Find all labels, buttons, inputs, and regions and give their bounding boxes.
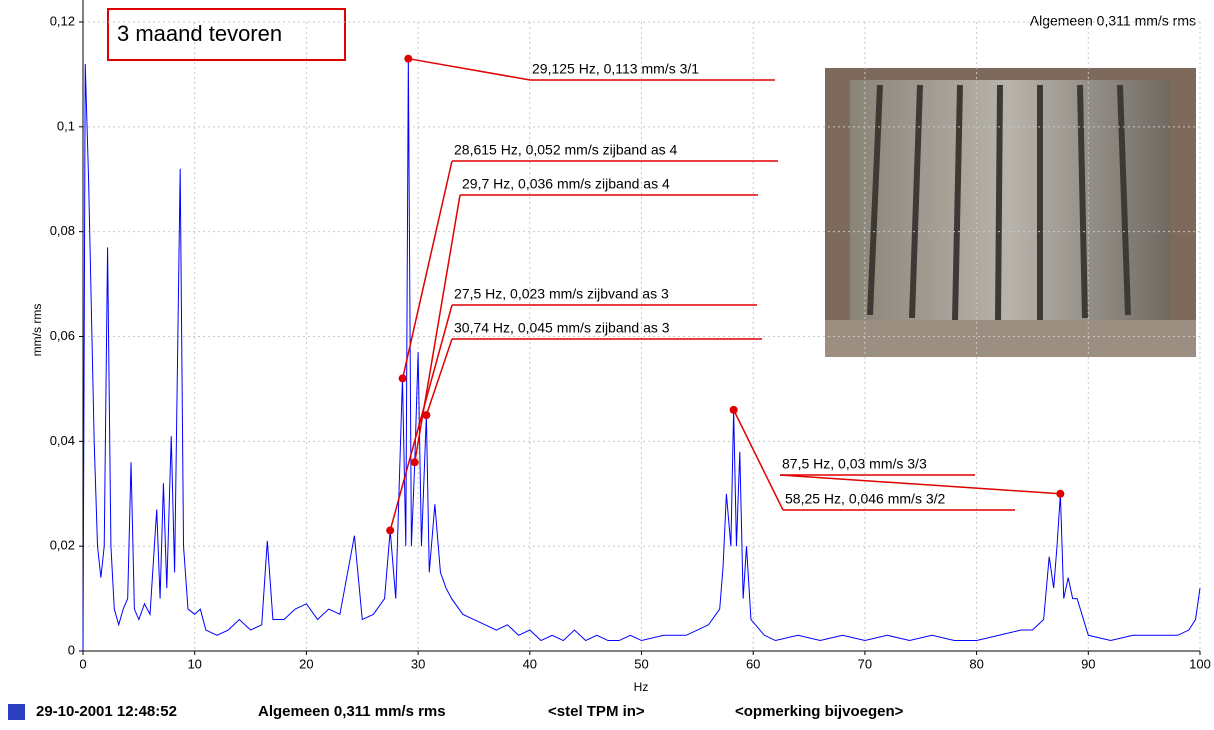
x-tick-label: 70 bbox=[858, 656, 872, 671]
annotation-label: 87,5 Hz, 0,03 mm/s 3/3 bbox=[782, 456, 927, 472]
leader-line bbox=[389, 304, 453, 531]
annotation-point bbox=[1056, 489, 1065, 498]
timestamp: 29-10-2001 12:48:52 bbox=[36, 703, 177, 720]
overall-label: Algemeen 0,311 mm/s rms bbox=[1030, 13, 1196, 29]
x-tick-label: 0 bbox=[79, 656, 86, 671]
y-tick-label: 0,02 bbox=[50, 538, 75, 553]
x-tick-label: 40 bbox=[523, 656, 537, 671]
annotation-label: 27,5 Hz, 0,023 mm/s zijbvand as 3 bbox=[454, 286, 669, 302]
chart-title: 3 maand tevoren bbox=[117, 21, 282, 46]
annotation-point bbox=[422, 411, 431, 420]
y-tick-label: 0,08 bbox=[50, 223, 75, 238]
y-tick-label: 0 bbox=[68, 642, 75, 657]
status-icon bbox=[8, 704, 25, 720]
overall: Algemeen 0,311 mm/s rms bbox=[258, 703, 446, 720]
annotation-point bbox=[386, 526, 395, 535]
annotation-label: 29,7 Hz, 0,036 mm/s zijband as 4 bbox=[462, 176, 670, 192]
title-box bbox=[107, 8, 346, 61]
annotation-point bbox=[729, 405, 738, 414]
tpm-button[interactable]: <stel TPM in> bbox=[548, 703, 645, 720]
annotation-label: 30,74 Hz, 0,045 mm/s zijband as 3 bbox=[454, 320, 670, 336]
y-tick-label: 0,1 bbox=[57, 118, 75, 133]
x-tick-label: 30 bbox=[411, 656, 425, 671]
leader-line bbox=[425, 338, 453, 416]
y-tick-label: 0,12 bbox=[50, 13, 75, 28]
spectrum-line bbox=[82, 58, 1201, 652]
leader-line bbox=[779, 474, 1061, 495]
annotation-label: 58,25 Hz, 0,046 mm/s 3/2 bbox=[785, 491, 946, 507]
leader-line bbox=[401, 160, 453, 379]
annotation-label: 28,615 Hz, 0,052 mm/s zijband as 4 bbox=[454, 142, 678, 158]
remark-button[interactable]: <opmerking bijvoegen> bbox=[735, 703, 904, 720]
x-tick-label: 90 bbox=[1081, 656, 1095, 671]
y-tick-label: 0,04 bbox=[50, 433, 75, 448]
leader-line bbox=[408, 57, 531, 81]
y-tick-label: 0,06 bbox=[50, 328, 75, 343]
x-tick-label: 10 bbox=[187, 656, 201, 671]
x-tick-label: 50 bbox=[634, 656, 648, 671]
x-tick-label: 100 bbox=[1189, 656, 1211, 671]
leader-line bbox=[732, 409, 784, 511]
x-tick-label: 80 bbox=[969, 656, 983, 671]
photo bbox=[825, 68, 1196, 357]
x-tick-label: 60 bbox=[746, 656, 760, 671]
status-bar: 29-10-2001 12:48:52 Algemeen 0,311 mm/s … bbox=[8, 703, 904, 720]
x-axis-label: Hz bbox=[634, 680, 649, 694]
x-tick-label: 20 bbox=[299, 656, 313, 671]
leader-line bbox=[414, 194, 461, 463]
y-axis-label: mm/s rms bbox=[30, 304, 44, 357]
annotation-label: 29,125 Hz, 0,113 mm/s 3/1 bbox=[532, 61, 699, 77]
annotation-point bbox=[410, 458, 419, 467]
annotation-point bbox=[404, 54, 413, 63]
annotation-point bbox=[398, 374, 407, 383]
